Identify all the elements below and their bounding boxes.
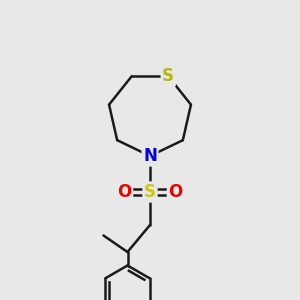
Text: O: O bbox=[117, 183, 132, 201]
Text: S: S bbox=[144, 183, 156, 201]
Text: O: O bbox=[168, 183, 183, 201]
Text: S: S bbox=[162, 67, 174, 85]
Text: N: N bbox=[143, 147, 157, 165]
